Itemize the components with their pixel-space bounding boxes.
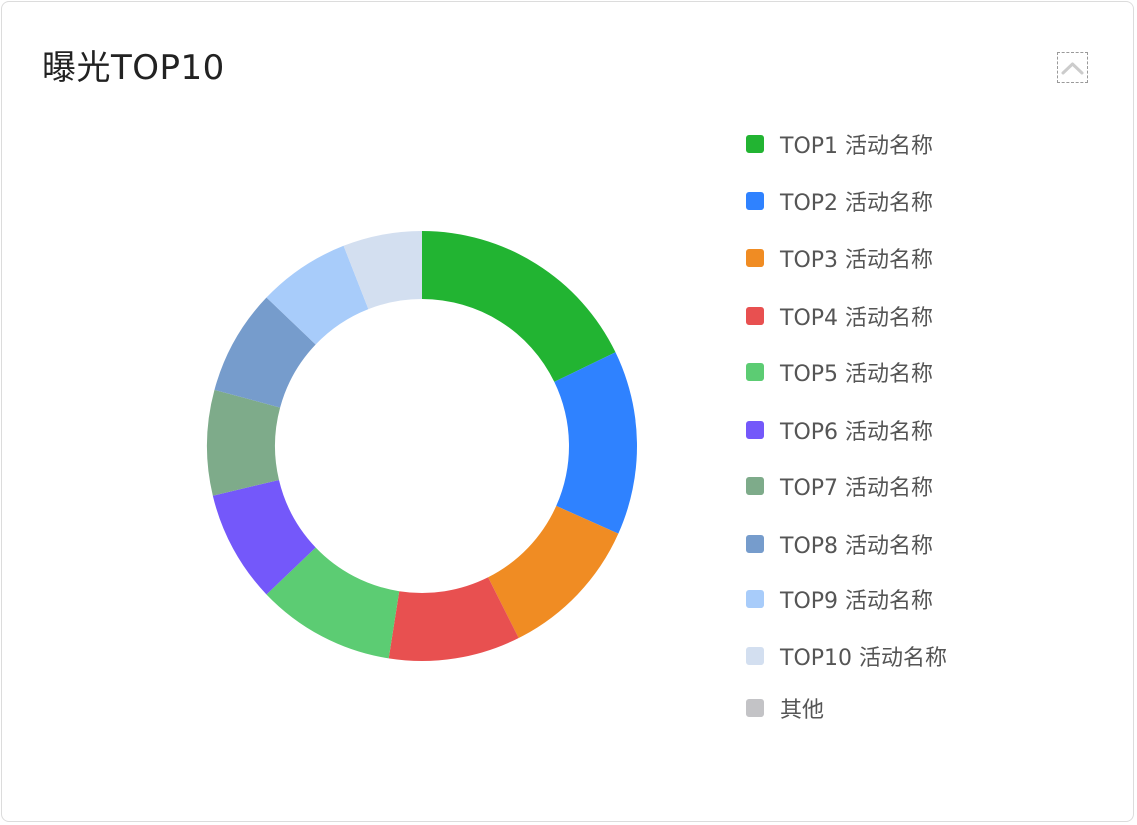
donut-slice-2[interactable] (554, 352, 637, 534)
legend-label: TOP7 活动名称 (780, 476, 934, 501)
donut-slice-4[interactable] (388, 577, 519, 661)
legend-swatch (746, 590, 764, 608)
donut-slice-10[interactable] (343, 231, 422, 310)
legend-item-1[interactable]: TOP1 活动名称 (746, 129, 933, 159)
legend-item-10[interactable]: TOP10 活动名称 (746, 641, 947, 671)
donut-slice-9[interactable] (266, 245, 369, 345)
legend-label: TOP3 活动名称 (780, 248, 934, 273)
legend-swatch (746, 192, 764, 210)
legend-swatch (746, 647, 764, 665)
legend-item-8[interactable]: TOP8 活动名称 (746, 529, 933, 559)
legend-label: TOP9 活动名称 (780, 589, 934, 614)
card-title: 曝光TOP10 (42, 48, 225, 88)
legend-label: TOP5 活动名称 (780, 362, 934, 387)
donut-slice-8[interactable] (214, 297, 316, 408)
donut-slice-5[interactable] (266, 547, 400, 659)
legend-swatch (746, 477, 764, 495)
legend-swatch (746, 699, 764, 717)
donut-slice-3[interactable] (488, 505, 619, 639)
donut-slice-1[interactable] (422, 231, 616, 382)
chevron-up-icon (1061, 62, 1084, 75)
legend-label: 其他 (780, 698, 825, 723)
legend-item-4[interactable]: TOP4 活动名称 (746, 301, 933, 331)
legend-label: TOP4 活动名称 (780, 306, 934, 331)
legend-swatch (746, 249, 764, 267)
legend-item-6[interactable]: TOP6 活动名称 (746, 415, 933, 445)
chart-legend: TOP1 活动名称 TOP2 活动名称 TOP3 活动名称 TOP4 活动名称 TOP5… (746, 0, 1086, 760)
donut-slice-7[interactable] (207, 389, 281, 496)
legend-swatch (746, 535, 764, 553)
legend-swatch (746, 363, 764, 381)
legend-item-7[interactable]: TOP7 活动名称 (746, 471, 933, 501)
legend-label: TOP6 活动名称 (780, 420, 934, 445)
legend-swatch (746, 307, 764, 325)
legend-label: TOP8 活动名称 (780, 534, 934, 559)
legend-item-2[interactable]: TOP2 活动名称 (746, 186, 933, 216)
legend-swatch (746, 421, 764, 439)
collapse-button[interactable] (1057, 52, 1088, 83)
donut-slice-6[interactable] (212, 479, 316, 595)
legend-swatch (746, 135, 764, 153)
legend-label: TOP2 活动名称 (780, 191, 934, 216)
legend-item-5[interactable]: TOP5 活动名称 (746, 357, 933, 387)
legend-item-9[interactable]: TOP9 活动名称 (746, 584, 933, 614)
legend-label: TOP1 活动名称 (780, 134, 934, 159)
legend-item-11[interactable]: 其他 (746, 693, 824, 723)
legend-item-3[interactable]: TOP3 活动名称 (746, 243, 933, 273)
legend-label: TOP10 活动名称 (780, 646, 948, 671)
